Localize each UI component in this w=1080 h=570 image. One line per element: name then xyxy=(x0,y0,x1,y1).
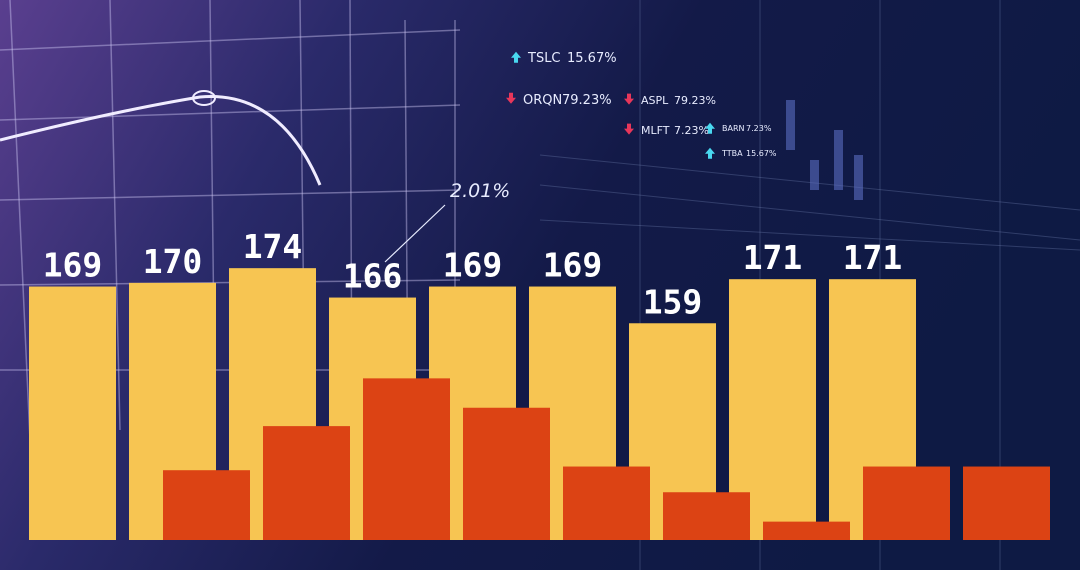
background-bars xyxy=(786,100,863,200)
ticker-change: 7.23% xyxy=(746,124,772,133)
curve-marker xyxy=(192,90,216,106)
ticker-change: 7.23% xyxy=(674,124,709,137)
value-label: 169 xyxy=(443,246,503,285)
bar xyxy=(963,466,1050,540)
ticker-symbol: ASPL xyxy=(641,94,669,107)
value-label: 171 xyxy=(743,238,803,277)
chart-note: 2.01% xyxy=(450,180,510,202)
bar xyxy=(363,378,450,540)
bar xyxy=(29,286,116,540)
ticker-arrow xyxy=(624,123,634,135)
value-label: 171 xyxy=(843,238,903,277)
ticker-symbol: TSLC xyxy=(527,51,561,66)
ticker-change: 15.67% xyxy=(567,51,617,66)
value-label: 166 xyxy=(343,257,403,296)
value-label: 174 xyxy=(243,227,303,266)
bar xyxy=(263,426,350,540)
bar xyxy=(763,521,850,540)
value-label: 169 xyxy=(43,246,103,285)
ticker-arrow xyxy=(506,92,516,104)
bar xyxy=(463,407,550,540)
ticker-symbol: BARN xyxy=(722,124,745,133)
ticker-arrow xyxy=(705,147,715,159)
ticker-change: 79.23% xyxy=(674,94,716,107)
bar xyxy=(163,470,250,540)
ticker-symbol: ORQN xyxy=(523,93,562,108)
background-curve xyxy=(0,95,322,186)
value-label: 159 xyxy=(643,282,703,321)
ticker-arrow xyxy=(624,93,634,105)
ticker-change: 79.23% xyxy=(562,93,612,108)
ticker-symbol: TTBA xyxy=(721,149,743,158)
note-leader xyxy=(384,204,446,263)
ticker-symbol: MLFT xyxy=(641,124,670,137)
value-label: 170 xyxy=(143,242,203,281)
value-label: 169 xyxy=(543,246,603,285)
bar xyxy=(563,466,650,540)
bar xyxy=(663,492,750,540)
bars: 169 170 174 166 169 169 159 171 171 xyxy=(29,227,1050,540)
bar xyxy=(863,466,950,540)
ticker-change: 15.67% xyxy=(746,149,777,158)
ticker-arrow xyxy=(511,51,521,63)
ticker-arrow xyxy=(705,122,715,134)
tickers: TSLC 15.67%ORQN 79.23% ASPL 79.23%MLFT 7.23% B… xyxy=(506,51,777,159)
